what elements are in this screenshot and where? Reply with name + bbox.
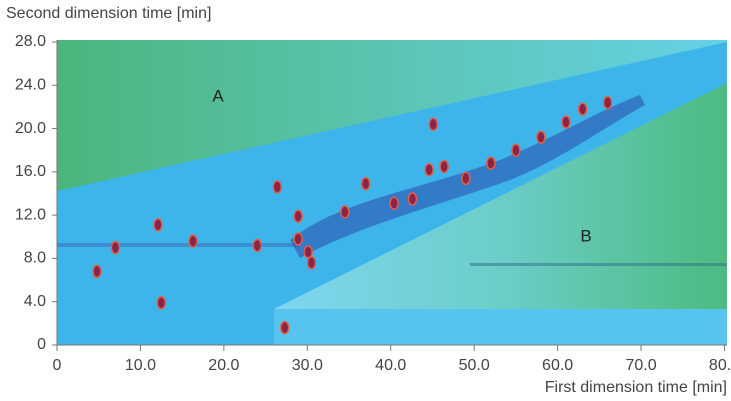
x-axis-label: First dimension time [min]	[545, 379, 727, 396]
streak	[470, 263, 727, 266]
x-tick-label: 20.0	[208, 357, 239, 374]
peak	[360, 177, 371, 191]
peak	[92, 264, 102, 279]
peak	[511, 143, 521, 157]
y-tick-label: 4.0	[24, 293, 46, 310]
x-tick-label: 40.0	[375, 357, 406, 374]
x-tick-label: 60.0	[542, 357, 573, 374]
x-tick-label: 10.0	[125, 357, 156, 374]
y-tick-label: 20.0	[15, 120, 46, 137]
y-tick-label: 28.0	[15, 33, 46, 50]
region-a	[57, 40, 727, 191]
peak	[153, 218, 163, 232]
peak	[461, 171, 471, 186]
peak	[577, 102, 588, 116]
annotation: A	[212, 86, 224, 105]
y-tick-label: 16.0	[15, 163, 46, 180]
peak	[293, 209, 303, 223]
peak	[389, 196, 399, 210]
peak	[536, 130, 546, 144]
y-tick-label: 8.0	[24, 250, 46, 267]
y-tick-label: 12.0	[15, 206, 46, 223]
x-tick-label: 70.0	[625, 357, 656, 374]
peak	[424, 162, 434, 177]
y-tick-label: 24.0	[15, 77, 46, 94]
peak	[156, 296, 167, 310]
x-tick-label: 50.0	[459, 357, 490, 374]
x-tick-label: 30.0	[292, 357, 323, 374]
peak	[188, 234, 198, 248]
region-b	[274, 83, 727, 309]
peak	[439, 159, 449, 174]
peak	[407, 192, 418, 206]
peak	[428, 117, 439, 131]
x-tick-label: 80.0	[709, 357, 731, 374]
x-tick-label: 0	[53, 357, 62, 374]
streak	[57, 243, 297, 247]
peak	[293, 232, 303, 246]
y-tick-label: 0	[37, 336, 46, 353]
bottom-band	[274, 309, 727, 345]
peak	[280, 320, 290, 335]
peak	[252, 238, 262, 253]
peak	[110, 240, 121, 255]
peak	[561, 115, 571, 129]
peak	[340, 205, 350, 219]
peak	[272, 180, 283, 194]
annotation: B	[580, 226, 591, 245]
peak	[306, 256, 317, 270]
peak	[602, 95, 613, 110]
peak	[486, 156, 496, 170]
y-axis-label: Second dimension time [min]	[6, 5, 211, 22]
